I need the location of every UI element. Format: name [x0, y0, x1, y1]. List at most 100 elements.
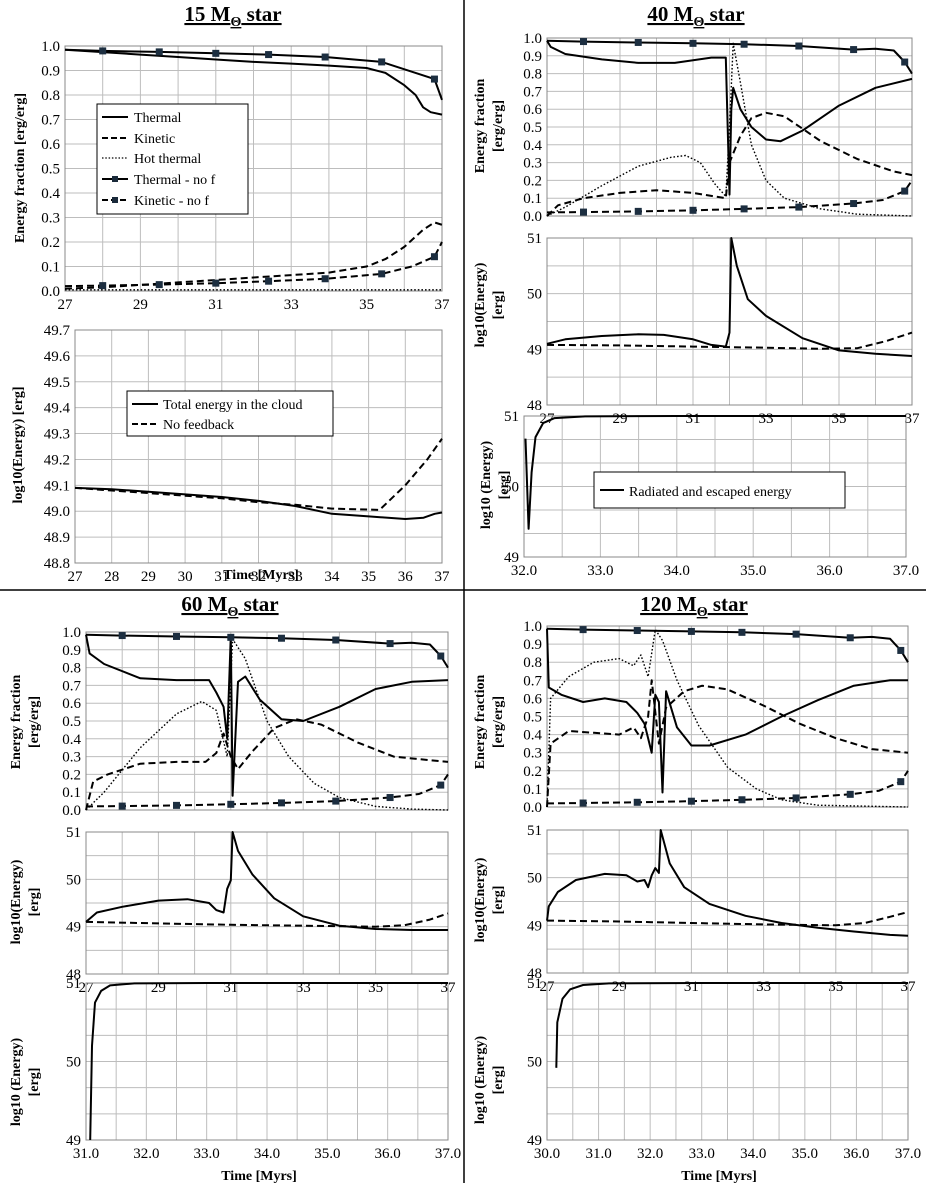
y-tick-label: 48 [527, 966, 542, 982]
legend-item-hot-thermal: Hot thermal [102, 152, 201, 167]
series-line-thermal [546, 40, 913, 196]
x-tick-label: 31 [684, 979, 699, 995]
y-tick-label: 0.5 [62, 714, 81, 730]
legend-item-radiated: Radiated and escaped energy [600, 485, 792, 500]
y-tick-label: 0.6 [523, 691, 542, 707]
x-tick-label: 31.0 [73, 1146, 99, 1162]
ylabel-120-fraction-l2: [erg/erg] [491, 696, 506, 748]
x-tick-label: 31.0 [585, 1146, 611, 1162]
series-marker [795, 42, 803, 50]
x-tick-label: 35 [359, 297, 374, 313]
y-tick-label: 0.9 [41, 64, 60, 80]
series-line-hot-thermal [546, 628, 909, 808]
series-marker [386, 640, 394, 648]
y-tick-label: 0.2 [41, 235, 60, 251]
x-tick-label: 36.0 [816, 563, 842, 579]
series-marker [792, 794, 800, 802]
series-marker [321, 53, 329, 61]
y-tick-label: 0.2 [62, 767, 81, 783]
plot-frame [64, 45, 443, 292]
y-tick-label: 0.1 [523, 191, 542, 207]
y-tick-label: 0.5 [523, 120, 542, 136]
x-tick-label: 33 [284, 297, 299, 313]
series-marker [687, 797, 695, 805]
series-marker [173, 632, 180, 640]
y-tick-label: 49 [527, 918, 542, 934]
x-tick-label: 35.0 [740, 563, 766, 579]
y-tick-label: 1.0 [41, 39, 60, 55]
y-tick-label: 49.1 [44, 478, 70, 494]
svg-text:Kinetic: Kinetic [134, 132, 175, 147]
chart-c60a: 0.0 0.1 0.20.3 0.4 0.5 0.6 0.70.8 0.9 1.0 [62, 625, 449, 819]
y-tick-label: 0.8 [41, 88, 60, 104]
x-tick-label: 36.0 [843, 1146, 869, 1162]
legend-item-thermal: Thermal [102, 111, 182, 126]
x-tick-label: 37 [435, 297, 451, 313]
x-tick-label: 32.0 [637, 1146, 663, 1162]
panel-title-40: 40 MΘ star [647, 2, 744, 30]
y-tick-label: 0.4 [62, 732, 81, 748]
y-tick-label: 0.4 [523, 728, 542, 744]
ylabel-40-radiated-l1: log10 (Energy) [479, 441, 494, 530]
series-marker [795, 203, 803, 211]
x-tick-label: 37.0 [435, 1146, 461, 1162]
series-marker [437, 652, 445, 660]
svg-text:Thermal: Thermal [134, 111, 182, 126]
series-marker [850, 46, 858, 54]
y-tick-label: 49.2 [44, 452, 70, 468]
ylabel-15-fraction: Energy fraction [erg/erg] [13, 93, 28, 243]
x-tick-label: 29 [141, 569, 156, 585]
series-line-kinetic-no-f [85, 773, 449, 808]
plot-frame [85, 831, 449, 975]
svg-text:Radiated and escaped energy: Radiated and escaped energy [629, 485, 792, 500]
panel-title-60: 60 MΘ star [181, 592, 278, 620]
series-marker [846, 790, 854, 798]
y-tick-label: 48.9 [44, 530, 70, 546]
legend-item-no-feedback: No feedback [132, 418, 234, 433]
x-tick-label: 33 [756, 979, 771, 995]
series-marker [580, 208, 587, 216]
x-tick-label: 33.0 [587, 563, 613, 579]
ylabel-60-fraction-l2: [erg/erg] [27, 696, 42, 748]
x-tick-label: 31 [208, 297, 223, 313]
y-tick-label: 0.9 [62, 643, 81, 659]
y-tick-label: 49 [66, 1133, 81, 1149]
panel-title-15: 15 MΘ star [184, 2, 281, 30]
plot-frame [74, 329, 443, 564]
series-marker [118, 632, 126, 640]
ylabel-60-radiated-l2: [erg] [27, 1068, 42, 1097]
series-marker [689, 39, 697, 47]
y-tick-label: 0.3 [41, 211, 60, 227]
series-marker [212, 49, 220, 57]
xlabel-120: Time [Myrs] [681, 1169, 757, 1183]
series-marker [321, 275, 329, 283]
x-tick-label: 33.0 [194, 1146, 220, 1162]
series-line-kinetic [546, 111, 913, 217]
x-tick-label: 31 [686, 411, 701, 427]
series-marker [173, 801, 180, 809]
chart-c15a: 0.0 0.1 0.2 0.3 0.4 0.5 0.6 0.7 0.8 0.9 1.0 27 29 31 3… [41, 39, 450, 313]
x-tick-label: 32.0 [133, 1146, 159, 1162]
y-tick-label: 0.6 [41, 137, 60, 153]
series-marker [430, 253, 438, 261]
y-tick-label: 49 [66, 920, 81, 936]
series-marker [437, 781, 445, 789]
chart-c40a: 0.0 0.1 0.20.3 0.4 0.5 0.6 0.70.8 0.9 1.0 [523, 31, 913, 225]
series-marker [633, 627, 641, 635]
y-tick-label: 0.8 [523, 67, 542, 83]
series-marker [689, 206, 697, 214]
series-marker [155, 281, 163, 289]
x-tick-label: 35 [832, 411, 847, 427]
series-marker [738, 796, 746, 804]
y-tick-label: 0.1 [523, 782, 542, 798]
y-tick-label: 51 [527, 823, 542, 839]
y-tick-label: 0.0 [41, 284, 60, 300]
series-line-total-energy-in-the-cloud [74, 486, 443, 520]
svg-text:Thermal - no f: Thermal - no f [134, 173, 216, 188]
ylabel-40-fraction-l2: [erg/erg] [491, 100, 506, 152]
y-tick-label: 49.3 [44, 427, 70, 443]
series-marker [99, 47, 107, 55]
y-tick-label: 0.9 [523, 637, 542, 653]
series-marker [897, 778, 905, 786]
